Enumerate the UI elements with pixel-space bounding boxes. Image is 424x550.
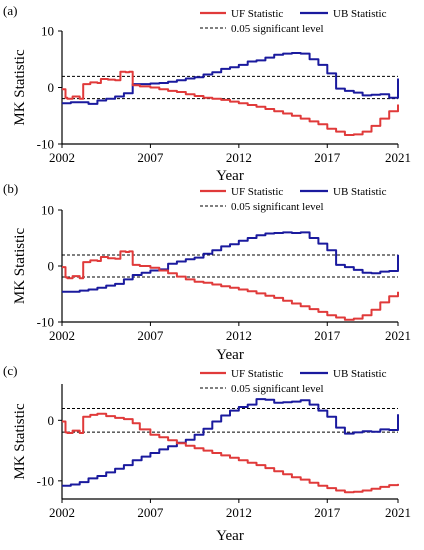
y-axis-title: MK Statistic bbox=[12, 403, 28, 480]
chart-panel-1: (b) -10 0 10 2002 2007 2012 2017 2021 Year MK Stat… bbox=[3, 181, 411, 363]
legend-sig-label: 0.05 significant level bbox=[231, 23, 324, 35]
x-tick-label: 2002 bbox=[49, 505, 75, 520]
x-tick-label: 2012 bbox=[226, 505, 252, 520]
y-tick-label: 0 bbox=[48, 80, 55, 95]
x-tick-label: 2017 bbox=[314, 150, 341, 165]
y-tick-label: -10 bbox=[37, 137, 54, 152]
x-tick-label: 2002 bbox=[49, 150, 75, 165]
x-tick-label: 2017 bbox=[314, 505, 341, 520]
y-axis-title: MK Statistic bbox=[12, 228, 28, 305]
x-tick-label: 2021 bbox=[385, 505, 411, 520]
legend-ub-label: UB Statistic bbox=[333, 368, 387, 380]
x-tick-label: 2007 bbox=[137, 505, 164, 520]
legend-sig-label: 0.05 significant level bbox=[231, 201, 324, 213]
x-axis-title: Year bbox=[216, 347, 244, 363]
ub-series-line bbox=[62, 231, 399, 293]
x-tick-label: 2002 bbox=[49, 328, 75, 343]
x-tick-label: 2007 bbox=[137, 150, 164, 165]
legend-uf-label: UF Statistic bbox=[231, 8, 283, 20]
panel-label: (b) bbox=[3, 181, 18, 196]
legend-uf-label: UF Statistic bbox=[231, 186, 283, 198]
legend-ub-label: UB Statistic bbox=[333, 186, 387, 198]
ub-series-line bbox=[62, 398, 399, 487]
y-tick-label: -10 bbox=[37, 315, 54, 330]
legend-ub-label: UB Statistic bbox=[333, 8, 387, 20]
ub-series-line bbox=[62, 52, 399, 105]
chart-panel-0: (a) -10 0 10 2002 2007 2012 2017 2021 Year MK Stat… bbox=[3, 3, 411, 184]
uf-series-line bbox=[62, 412, 399, 494]
y-tick-label: 10 bbox=[41, 203, 54, 218]
y-axis-title: MK Statistic bbox=[12, 49, 28, 126]
uf-series-line bbox=[62, 250, 399, 321]
x-tick-label: 2021 bbox=[385, 150, 411, 165]
legend-sig-label: 0.05 significant level bbox=[231, 383, 324, 395]
x-axis-title: Year bbox=[216, 528, 244, 544]
x-tick-label: 2021 bbox=[385, 328, 411, 343]
y-tick-label: 0 bbox=[48, 413, 55, 428]
y-tick-label: 0 bbox=[48, 259, 55, 274]
y-tick-label: -10 bbox=[37, 473, 54, 488]
x-tick-label: 2017 bbox=[314, 328, 341, 343]
chart-panel-2: (c) -10 0 2002 2007 2012 2017 2021 Year MK Statis… bbox=[3, 363, 411, 544]
uf-series-line bbox=[62, 70, 399, 136]
x-tick-label: 2012 bbox=[226, 328, 252, 343]
legend-uf-label: UF Statistic bbox=[231, 368, 283, 380]
x-tick-label: 2012 bbox=[226, 150, 252, 165]
panel-label: (c) bbox=[3, 363, 17, 378]
panel-label: (a) bbox=[3, 3, 17, 18]
x-tick-label: 2007 bbox=[137, 328, 164, 343]
y-tick-label: 10 bbox=[41, 24, 54, 39]
x-axis-title: Year bbox=[216, 168, 244, 184]
